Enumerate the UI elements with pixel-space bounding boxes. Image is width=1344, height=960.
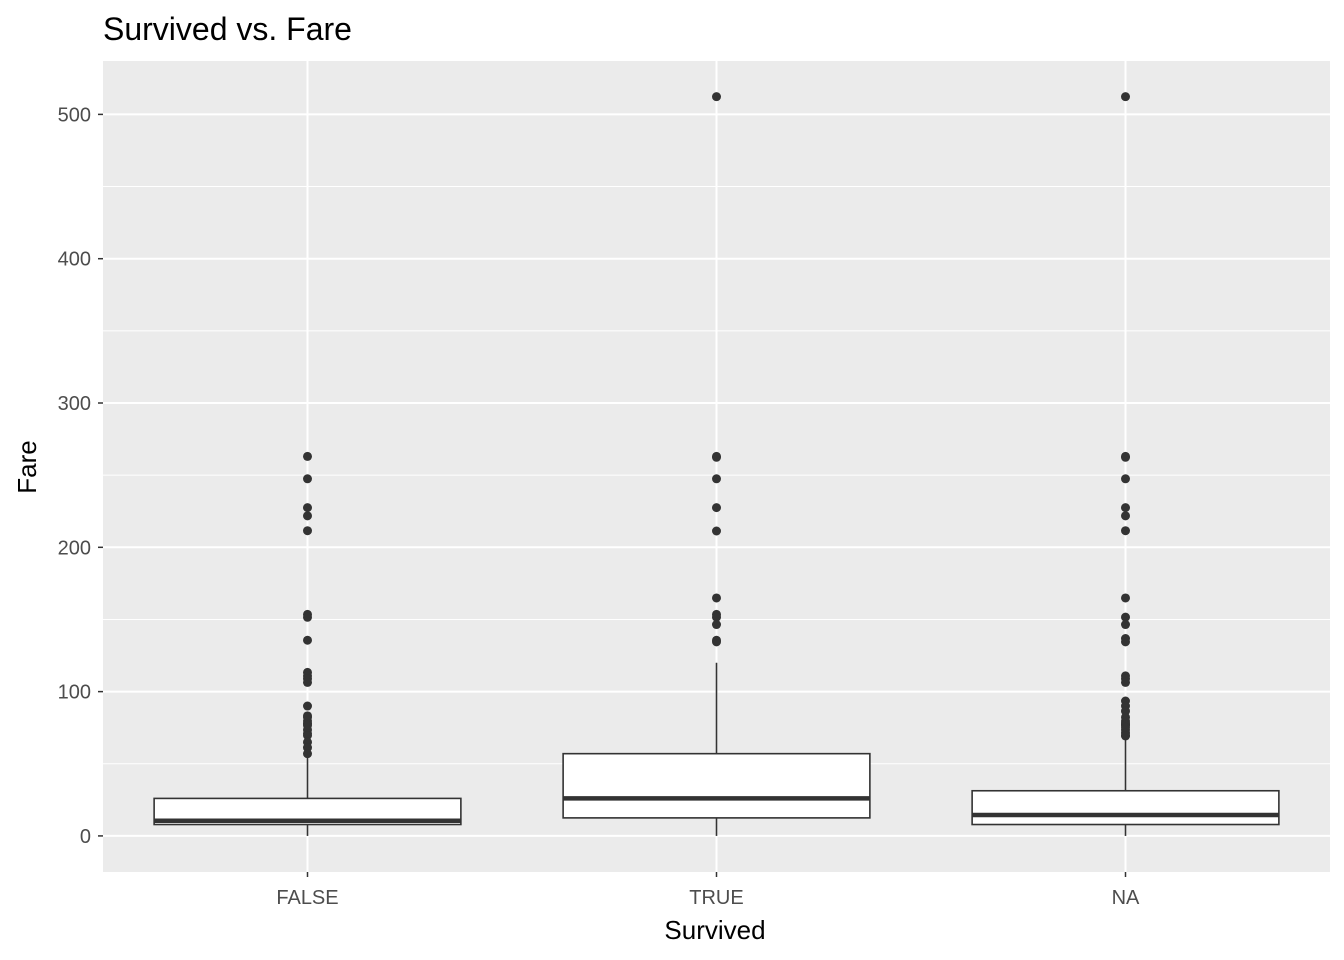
outlier-point — [1121, 620, 1130, 630]
outlier-point — [712, 503, 721, 513]
box-false — [153, 451, 462, 836]
x-tick-label: FALSE — [276, 887, 338, 909]
outlier-point — [303, 612, 312, 622]
box-na — [971, 92, 1280, 836]
box-true — [562, 92, 871, 836]
outlier-point — [1121, 593, 1130, 603]
outlier-point — [712, 612, 721, 622]
outlier-point — [712, 637, 721, 647]
outlier-point — [1121, 526, 1130, 536]
outlier-point — [303, 503, 312, 513]
outlier-point — [712, 620, 721, 630]
outlier-point — [712, 474, 721, 484]
y-tick-label: 0 — [80, 826, 91, 848]
outlier-point — [712, 526, 721, 536]
grid-major-lines — [103, 61, 1330, 872]
outlier-point — [1121, 474, 1130, 484]
x-axis-title: Survived — [664, 915, 765, 945]
outlier-point — [303, 474, 312, 484]
outlier-point — [1121, 731, 1130, 741]
outlier-point — [303, 730, 312, 740]
outlier-point — [712, 593, 721, 603]
outlier-point — [1121, 677, 1130, 687]
iqr-box — [562, 752, 871, 819]
y-axis-title: Fare — [12, 440, 42, 493]
y-tick-label: 400 — [58, 249, 91, 271]
outlier-point — [1121, 452, 1130, 462]
y-tick-label: 100 — [58, 682, 91, 704]
outlier-point — [303, 526, 312, 536]
x-tick-label: TRUE — [689, 887, 743, 909]
x-axis: FALSE TRUE NA — [276, 872, 1140, 909]
y-tick-label: 500 — [58, 104, 91, 126]
outlier-point — [1121, 637, 1130, 647]
outlier-point — [712, 92, 721, 102]
x-tick-label: NA — [1112, 887, 1140, 909]
y-tick-label: 300 — [58, 393, 91, 415]
chart-title: Survived vs. Fare — [103, 11, 352, 47]
y-axis: 0 100 200 300 400 500 — [58, 104, 103, 848]
outlier-point — [303, 749, 312, 759]
outlier-point — [303, 451, 312, 461]
outlier-point — [1121, 503, 1130, 513]
outlier-point — [1121, 511, 1130, 521]
boxes-layer — [153, 92, 1280, 836]
outlier-point — [303, 511, 312, 521]
outlier-point — [1121, 706, 1130, 716]
y-tick-label: 200 — [58, 537, 91, 559]
outlier-point — [1121, 92, 1130, 102]
outlier-point — [712, 452, 721, 462]
outlier-point — [303, 635, 312, 645]
outlier-point — [1121, 612, 1130, 622]
outlier-point — [303, 677, 312, 687]
iqr-box — [971, 789, 1280, 826]
outlier-point — [303, 701, 312, 711]
